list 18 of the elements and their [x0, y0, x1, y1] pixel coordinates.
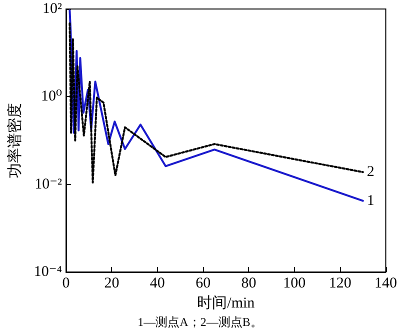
x-tick-label: 120: [328, 276, 352, 292]
x-tick-label: 140: [374, 276, 397, 292]
line-series: [68, 9, 364, 202]
y-axis-title: 功率谱密度: [6, 103, 24, 178]
series-label: 1: [366, 192, 374, 209]
y-tick-label: 10⁻⁴: [34, 264, 62, 280]
y-tick-label: 10²: [42, 1, 63, 17]
x-tick-label: 0: [62, 276, 70, 292]
x-axis-title: 时间/min: [197, 294, 256, 312]
x-tick-label: 60: [196, 276, 211, 292]
series-label: 2: [366, 164, 374, 180]
x-tick-label: 40: [150, 276, 165, 292]
y-tick-label: 10⁰: [41, 88, 62, 105]
y-tick-label: 10⁻²: [34, 176, 63, 192]
x-tick-label: 80: [241, 276, 256, 292]
x-tick-label: 20: [104, 276, 120, 292]
text: 1—测点A；2—测点B。: [138, 315, 262, 329]
x-tick-label: 100: [283, 276, 306, 292]
